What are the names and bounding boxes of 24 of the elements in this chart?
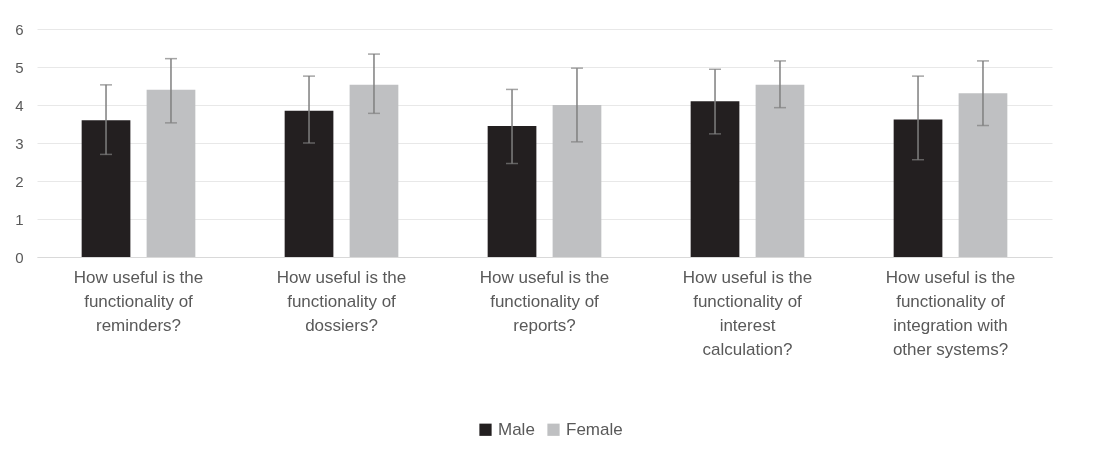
legend-label: Female: [566, 419, 623, 439]
y-tick-label: 0: [15, 248, 24, 266]
bar: [552, 105, 602, 257]
bar: [893, 119, 943, 257]
bar: [146, 89, 196, 257]
bar: [755, 84, 805, 257]
bar: [958, 93, 1008, 257]
y-tick-label: 1: [15, 210, 24, 228]
legend-label: Male: [498, 419, 535, 439]
bar: [690, 101, 740, 257]
x-tick-label: How useful is the functionality of integration with other systems?: [885, 267, 1016, 359]
y-tick-label: 5: [15, 58, 24, 76]
y-tick-label: 6: [15, 20, 24, 38]
x-tick-label: How useful is the functionality of reminders?: [73, 267, 204, 335]
bar: [487, 125, 537, 257]
bar: [349, 84, 399, 257]
y-tick-label: 4: [15, 96, 24, 114]
y-tick-label: 2: [15, 172, 24, 190]
bar: [81, 120, 131, 257]
bar: [284, 110, 334, 257]
x-tick-label: How useful is the functionality of interest calculation?: [682, 267, 813, 359]
x-tick-label: How useful is the functionality of dossiers?: [276, 267, 407, 335]
x-tick-label: How useful is the functionality of reports?: [479, 267, 610, 335]
y-tick-label: 3: [15, 134, 24, 152]
